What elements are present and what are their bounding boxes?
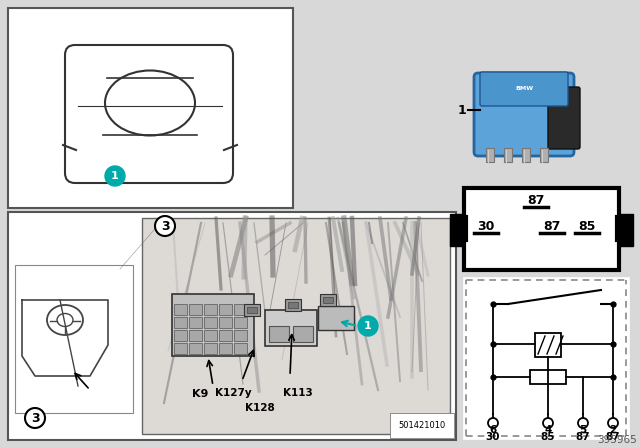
Bar xyxy=(285,299,301,311)
Text: 87: 87 xyxy=(527,194,545,207)
Bar xyxy=(504,148,512,162)
Text: 501421010: 501421010 xyxy=(399,421,446,430)
Bar xyxy=(204,304,217,315)
Text: 5: 5 xyxy=(579,425,587,435)
Bar xyxy=(219,317,232,328)
Bar xyxy=(8,8,293,208)
Bar xyxy=(234,304,247,315)
Text: 6: 6 xyxy=(490,425,497,435)
Text: K127y: K127y xyxy=(214,388,252,398)
Bar xyxy=(174,304,187,315)
Text: 1: 1 xyxy=(111,171,119,181)
Bar xyxy=(219,343,232,354)
Bar xyxy=(320,294,336,306)
Bar xyxy=(174,317,187,328)
Bar xyxy=(318,306,354,330)
Circle shape xyxy=(488,418,498,428)
Text: 1: 1 xyxy=(457,103,466,116)
Bar xyxy=(535,333,561,357)
Bar xyxy=(219,330,232,341)
Bar xyxy=(540,148,548,162)
Text: 30: 30 xyxy=(486,432,500,442)
Polygon shape xyxy=(450,214,464,246)
Bar xyxy=(269,326,289,342)
Bar xyxy=(189,330,202,341)
Bar xyxy=(288,302,298,308)
Text: K128: K128 xyxy=(245,403,275,413)
Bar xyxy=(234,317,247,328)
Bar xyxy=(174,330,187,341)
Text: 3: 3 xyxy=(161,220,170,233)
Bar xyxy=(234,343,247,354)
Circle shape xyxy=(608,418,618,428)
Bar xyxy=(204,330,217,341)
Bar xyxy=(234,330,247,341)
Bar xyxy=(265,310,317,346)
FancyBboxPatch shape xyxy=(480,72,568,106)
Text: 87: 87 xyxy=(543,220,561,233)
Bar xyxy=(486,148,494,162)
Bar xyxy=(174,343,187,354)
Bar xyxy=(204,317,217,328)
Circle shape xyxy=(105,166,125,186)
Bar xyxy=(15,265,133,413)
Bar xyxy=(8,212,456,440)
Text: K113: K113 xyxy=(283,388,313,398)
Bar xyxy=(464,188,619,270)
Bar xyxy=(219,304,232,315)
Bar xyxy=(323,297,333,303)
Polygon shape xyxy=(619,214,633,246)
Bar xyxy=(172,294,254,356)
FancyBboxPatch shape xyxy=(548,87,580,149)
Text: 395965: 395965 xyxy=(597,435,637,445)
Bar xyxy=(189,317,202,328)
Text: 30: 30 xyxy=(477,220,495,233)
Text: 3: 3 xyxy=(31,412,39,425)
Text: K9: K9 xyxy=(192,389,208,399)
Text: BMW: BMW xyxy=(515,86,533,90)
FancyBboxPatch shape xyxy=(65,45,233,183)
Text: 87: 87 xyxy=(605,432,620,442)
Text: 2: 2 xyxy=(609,425,616,435)
Circle shape xyxy=(543,418,553,428)
Bar xyxy=(247,307,257,313)
Circle shape xyxy=(578,418,588,428)
Bar xyxy=(522,148,530,162)
Bar xyxy=(189,343,202,354)
Ellipse shape xyxy=(105,70,195,135)
Bar xyxy=(204,343,217,354)
Text: 85: 85 xyxy=(579,220,596,233)
Circle shape xyxy=(155,216,175,236)
FancyBboxPatch shape xyxy=(474,73,574,156)
Bar xyxy=(463,277,629,439)
Bar xyxy=(293,326,313,342)
Bar xyxy=(142,218,450,434)
Text: 1: 1 xyxy=(364,321,372,331)
Text: 87: 87 xyxy=(576,432,590,442)
Circle shape xyxy=(358,316,378,336)
Text: 85: 85 xyxy=(541,432,556,442)
Bar xyxy=(244,304,260,316)
Circle shape xyxy=(25,408,45,428)
Text: 4: 4 xyxy=(544,425,552,435)
Bar xyxy=(530,370,566,384)
Bar xyxy=(189,304,202,315)
